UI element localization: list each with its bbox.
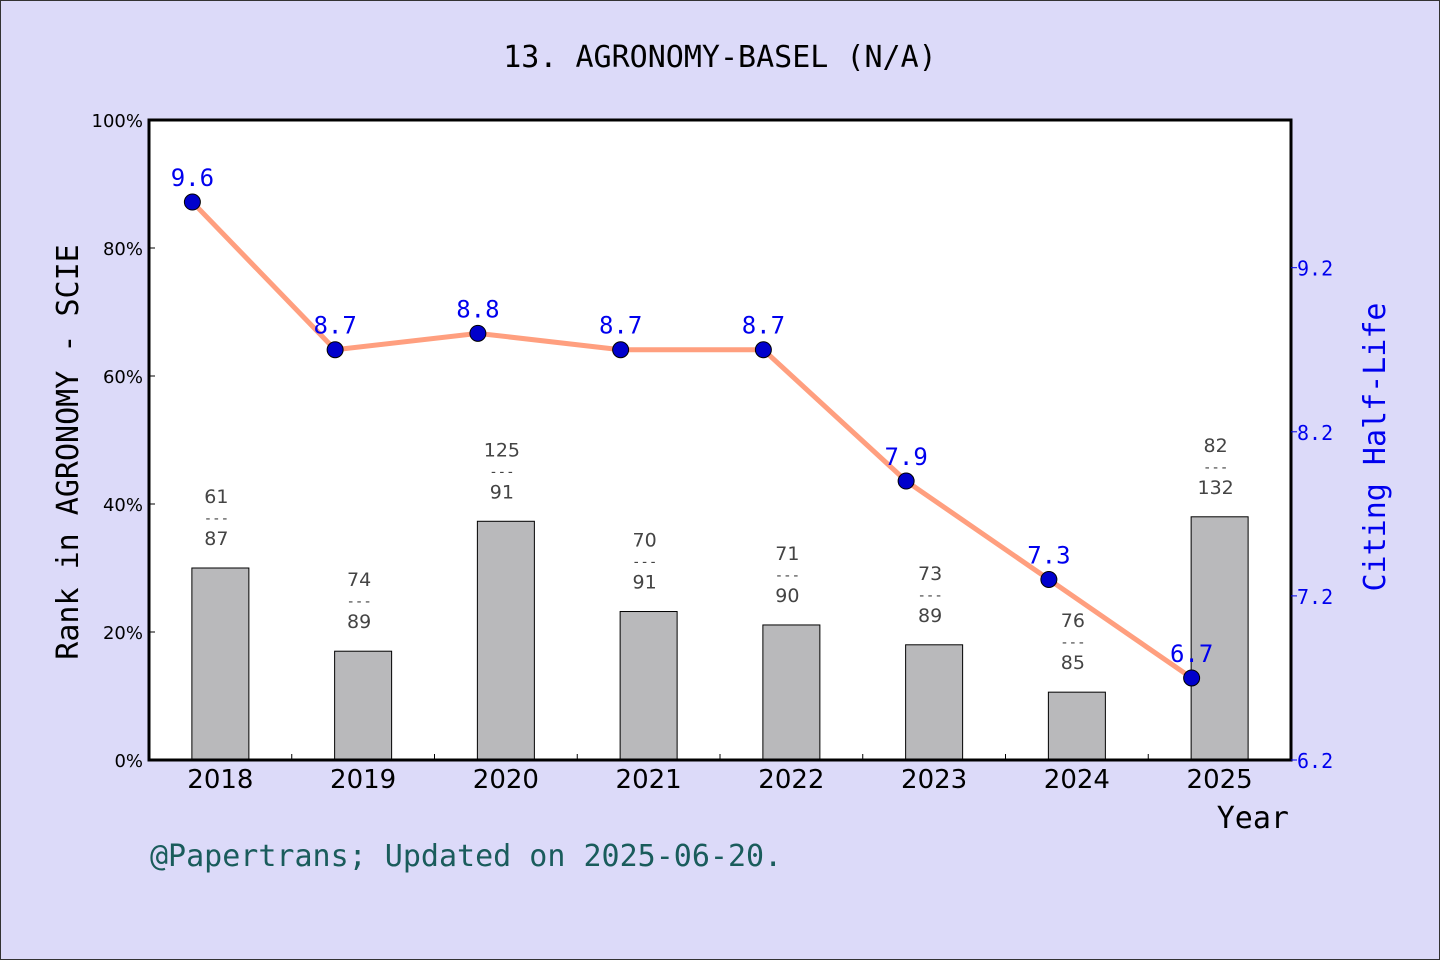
rank-separator: --- — [632, 555, 657, 571]
total-label: 89 — [347, 611, 371, 633]
x-tick-label: 2022 — [758, 765, 824, 795]
right-tick-label: 7.2 — [1297, 585, 1333, 609]
left-tick-label: 80% — [103, 239, 143, 260]
total-label: 90 — [775, 585, 799, 607]
x-tick-label: 2019 — [330, 765, 396, 795]
rank-label: 73 — [918, 563, 942, 585]
half-life-label: 8.7 — [599, 312, 642, 340]
x-tick-label: 2020 — [473, 765, 539, 795]
left-axis-label: Rank in AGRONOMY - SCIE — [51, 244, 86, 659]
half-life-label: 7.3 — [1027, 541, 1070, 569]
rank-bar — [1190, 516, 1249, 761]
rank-bar — [334, 650, 393, 761]
rank-label: 76 — [1061, 610, 1085, 632]
x-tick-label: 2018 — [187, 765, 253, 795]
rank-separator: --- — [346, 594, 371, 610]
left-tick-label: 0% — [114, 751, 143, 772]
rank-label: 71 — [775, 543, 799, 565]
rank-bar — [1047, 691, 1106, 761]
rank-separator: --- — [1203, 460, 1228, 476]
rank-separator: --- — [489, 464, 514, 480]
half-life-line — [190, 200, 1194, 681]
plot-area — [149, 120, 1291, 760]
rank-separator: --- — [1060, 635, 1085, 651]
rank-bar — [619, 611, 678, 761]
rank-label: 82 — [1204, 435, 1228, 457]
right-tick-label: 8.2 — [1297, 421, 1333, 445]
x-tick-label: 2023 — [901, 765, 967, 795]
total-label: 91 — [633, 572, 657, 594]
rank-bar — [762, 624, 821, 761]
x-tick-label: 2025 — [1187, 765, 1253, 795]
half-life-label: 8.7 — [742, 312, 785, 340]
half-life-label: 8.8 — [456, 295, 499, 323]
rank-separator: --- — [917, 588, 942, 604]
x-axis-label: Year — [1217, 801, 1289, 836]
x-tick-label: 2021 — [616, 765, 682, 795]
half-life-point — [1183, 669, 1201, 687]
rank-separator: --- — [775, 568, 800, 584]
total-label: 89 — [918, 605, 942, 627]
half-life-label: 8.7 — [313, 312, 356, 340]
half-life-point — [897, 472, 915, 490]
total-label: 91 — [490, 481, 514, 503]
rank-bar — [191, 567, 250, 761]
left-tick-label: 20% — [103, 623, 143, 644]
rank-label: 74 — [347, 569, 371, 591]
right-tick-label: 9.2 — [1297, 257, 1333, 281]
half-life-point — [183, 193, 201, 211]
rank-bar — [905, 644, 964, 761]
half-life-label: 6.7 — [1170, 640, 1213, 668]
rank-bar — [476, 520, 535, 761]
rank-label: 125 — [484, 439, 520, 461]
total-label: 87 — [204, 528, 228, 550]
total-label: 132 — [1197, 477, 1233, 499]
total-label: 85 — [1061, 652, 1085, 674]
half-life-point — [469, 324, 487, 342]
right-tick-label: 6.2 — [1297, 749, 1333, 773]
right-axis-label: Citing Half-Life — [1358, 303, 1393, 592]
rank-label: 70 — [633, 530, 657, 552]
left-tick-label: 100% — [92, 111, 143, 132]
chart-title: 13. AGRONOMY-BASEL (N/A) — [503, 40, 936, 75]
x-tick-label: 2024 — [1044, 765, 1110, 795]
rank-separator: --- — [204, 511, 229, 527]
rank-label: 61 — [204, 486, 228, 508]
half-life-label: 9.6 — [171, 164, 214, 192]
left-tick-label: 60% — [103, 367, 143, 388]
half-life-point — [754, 341, 772, 359]
half-life-point — [1040, 570, 1058, 588]
footer-credit: @Papertrans; Updated on 2025-06-20. — [150, 839, 782, 874]
half-life-point — [326, 341, 344, 359]
half-life-point — [612, 341, 630, 359]
left-tick-label: 40% — [103, 495, 143, 516]
half-life-label: 7.9 — [884, 443, 927, 471]
